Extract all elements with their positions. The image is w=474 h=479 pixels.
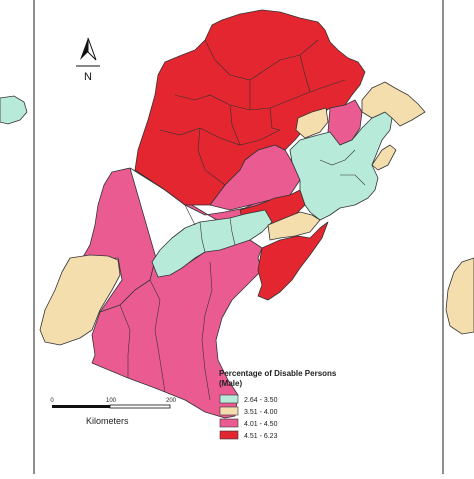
region-beige-upper-center [295, 107, 329, 139]
legend-swatch-1 [219, 394, 239, 404]
region-teal-central-band [151, 209, 273, 278]
legend-swatch-4 [219, 430, 239, 440]
north-arrow: N [76, 37, 100, 83]
region-beige-west [39, 254, 121, 346]
scale-tick-0: 0 [50, 398, 54, 404]
legend-label-3: 4.01 - 4.50 [244, 421, 278, 428]
scale-tick-200: 200 [166, 398, 177, 404]
legend: Percentage of Disable Persons (Male) 2.6… [219, 369, 337, 440]
district-boundaries [119, 39, 366, 401]
region-beige-east-small [371, 144, 397, 171]
legend-title-line1: Percentage of Disable Persons [219, 369, 337, 378]
north-arrow-left-half [80, 38, 88, 60]
region-beige-center-east [267, 211, 321, 241]
region-teal-east [289, 111, 393, 221]
region-red-south-east [257, 221, 329, 301]
legend-title-line2: (Male) [219, 379, 242, 388]
north-arrow-right-half [87, 37, 97, 61]
left-neighbor-map [0, 95, 28, 125]
north-label: N [84, 71, 92, 83]
legend-items: 2.64 - 3.50 3.51 - 4.00 4.01 - 4.50 4.51 - … [219, 394, 278, 440]
legend-swatch-3 [219, 418, 239, 428]
legend-swatch-2 [219, 406, 239, 416]
scale-segment-1 [52, 405, 110, 408]
scale-unit-label: Kilometers [86, 416, 129, 426]
right-neighbor-map [445, 257, 474, 335]
scale-segment-2 [109, 404, 171, 409]
region-beige-north-east [361, 81, 426, 127]
province-map [39, 9, 426, 419]
legend-label-2: 3.51 - 4.00 [244, 409, 278, 416]
scale-tick-100: 100 [106, 398, 117, 404]
scale-bar: 0 100 200 Kilometers [50, 398, 176, 426]
legend-label-4: 4.51 - 6.23 [244, 433, 278, 440]
legend-label-1: 2.64 - 3.50 [244, 397, 278, 404]
